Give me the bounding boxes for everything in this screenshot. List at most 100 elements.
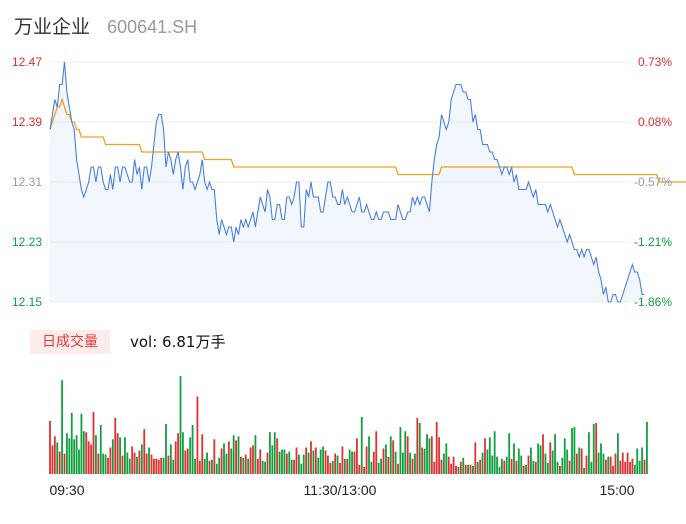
volume-bar	[126, 452, 129, 474]
volume-bar	[583, 467, 585, 474]
volume-bar	[348, 449, 351, 474]
volume-bar	[488, 437, 491, 474]
y-tick-label: 12.15	[12, 295, 42, 309]
volume-bar	[365, 446, 368, 474]
volume-bar	[140, 444, 143, 474]
volume-bar	[467, 464, 469, 474]
volume-bar	[646, 422, 648, 474]
volume-bar	[288, 451, 291, 474]
y-tick-label: 12.39	[12, 115, 42, 129]
volume-bar	[452, 456, 455, 474]
volume-bar	[513, 443, 515, 474]
pct-tick-label: -0.57%	[634, 175, 672, 189]
stock-code: 600641.SH	[107, 17, 198, 37]
volume-bar	[111, 439, 114, 474]
volume-bar	[544, 453, 547, 474]
volume-bar	[559, 465, 561, 474]
volume-bar	[360, 416, 363, 474]
volume-bar	[643, 459, 646, 474]
volume-bar	[382, 448, 385, 474]
volume-bar	[515, 460, 518, 474]
volume-bar	[51, 445, 54, 474]
volume-bar	[498, 466, 501, 474]
volume-bar	[97, 453, 100, 474]
volume-bar	[636, 448, 639, 474]
volume-bar	[80, 413, 83, 474]
pct-tick-label: 0.08%	[638, 115, 672, 129]
volume-bar	[641, 447, 643, 474]
volume-bar	[124, 437, 126, 474]
volume-bar	[92, 411, 95, 474]
volume-bar	[131, 446, 134, 474]
volume-bar	[580, 448, 583, 474]
volume-bar	[312, 450, 315, 474]
volume-bar	[399, 427, 402, 474]
pct-tick-label: 0.73%	[638, 55, 672, 69]
volume-bar	[179, 376, 182, 474]
stock-name: 万业企业	[14, 16, 91, 38]
volume-bar	[604, 459, 607, 474]
volume-bar	[225, 453, 228, 474]
volume-bar	[174, 441, 177, 474]
volume-bar	[220, 448, 223, 474]
volume-bar	[273, 432, 276, 474]
y-tick-label: 12.31	[12, 175, 42, 189]
volume-bar	[595, 423, 598, 474]
volume-bar	[95, 435, 97, 474]
volume-bar	[440, 459, 443, 474]
volume-bar	[588, 432, 590, 474]
volume-bar	[331, 460, 334, 474]
volume-bar	[406, 436, 409, 474]
volume-bar	[155, 458, 158, 474]
volume-bar	[590, 461, 593, 474]
volume-bar	[298, 454, 300, 474]
volume-bar	[259, 449, 262, 474]
volume-bar	[418, 423, 421, 474]
volume-bar	[191, 425, 194, 474]
volume-bar	[358, 464, 361, 474]
volume-bar	[530, 447, 532, 474]
volume-bar	[261, 460, 264, 474]
volume-bar	[322, 446, 324, 474]
volume-bar	[573, 427, 576, 474]
volume-bar	[566, 449, 569, 474]
x-tick-label: 11:30/13:00	[304, 482, 377, 498]
volume-bar	[109, 447, 112, 474]
volume-bar	[435, 422, 438, 474]
volume-bar	[87, 441, 90, 474]
volume-bar	[525, 464, 527, 474]
volume-bar	[290, 459, 293, 474]
volume-bar	[240, 456, 242, 474]
volume-bar	[542, 434, 544, 474]
volume-bar	[310, 441, 312, 474]
volume-bar	[252, 445, 254, 474]
volume-bar	[327, 455, 329, 474]
volume-bar	[114, 417, 117, 474]
volume-bar	[211, 459, 213, 474]
volume-bar	[624, 461, 627, 474]
volume-bar	[539, 445, 542, 474]
price-axis: 12.47 12.39 12.31 12.23 12.15	[12, 55, 42, 309]
volume-bar	[392, 440, 395, 474]
volume-bar	[438, 437, 440, 474]
volume-bar	[356, 438, 358, 474]
volume-bar	[189, 437, 192, 474]
volume-bar	[307, 452, 310, 474]
volume-bar	[165, 424, 167, 474]
volume-bar	[619, 460, 622, 474]
volume-bar	[561, 457, 564, 474]
volume-bar	[457, 466, 460, 474]
volume-bar	[150, 454, 153, 474]
volume-bar	[78, 449, 80, 474]
volume-bar	[53, 436, 56, 474]
volume-bar	[428, 438, 431, 474]
volume-bar	[186, 448, 189, 474]
volume-bar	[203, 458, 206, 474]
volume-bar	[370, 461, 373, 474]
pct-tick-label: -1.21%	[634, 235, 672, 249]
volume-mode-badge[interactable]: 日成交量	[30, 330, 110, 354]
volume-bar	[278, 451, 281, 474]
volume-bar	[85, 432, 88, 474]
volume-bar	[484, 438, 486, 474]
